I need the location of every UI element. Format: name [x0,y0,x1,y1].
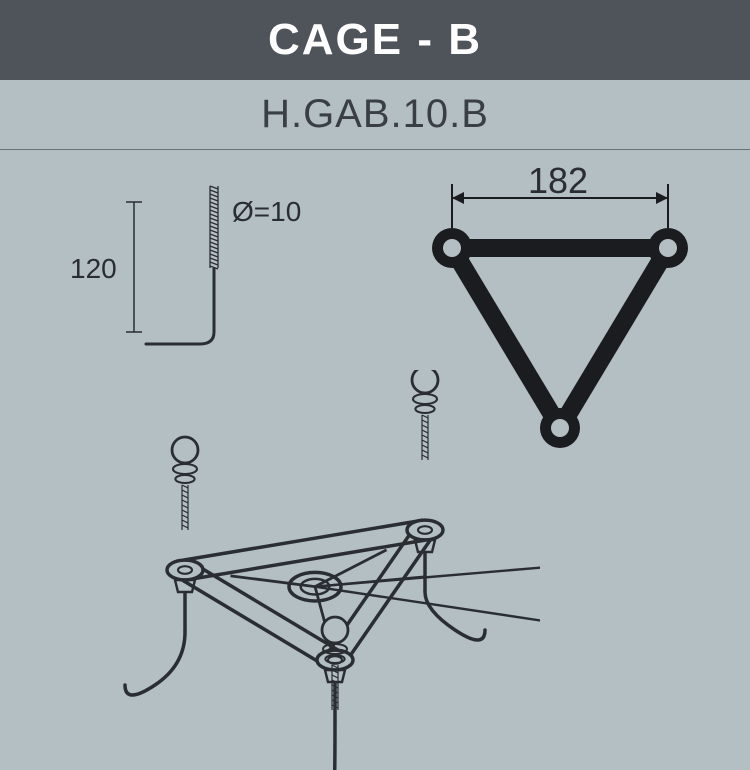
triangle-width-label: 182 [528,160,588,202]
product-title: CAGE - B [268,15,482,65]
diagram-area: 120 Ø=10 182 [0,150,750,750]
title-bar: CAGE - B [0,0,750,80]
bolt-height-label: 120 [70,253,117,285]
bolt-diameter-label: Ø=10 [232,196,301,228]
assembly-diagram [100,370,540,770]
product-code: H.GAB.10.B [261,92,489,137]
subtitle-bar: H.GAB.10.B [0,80,750,150]
